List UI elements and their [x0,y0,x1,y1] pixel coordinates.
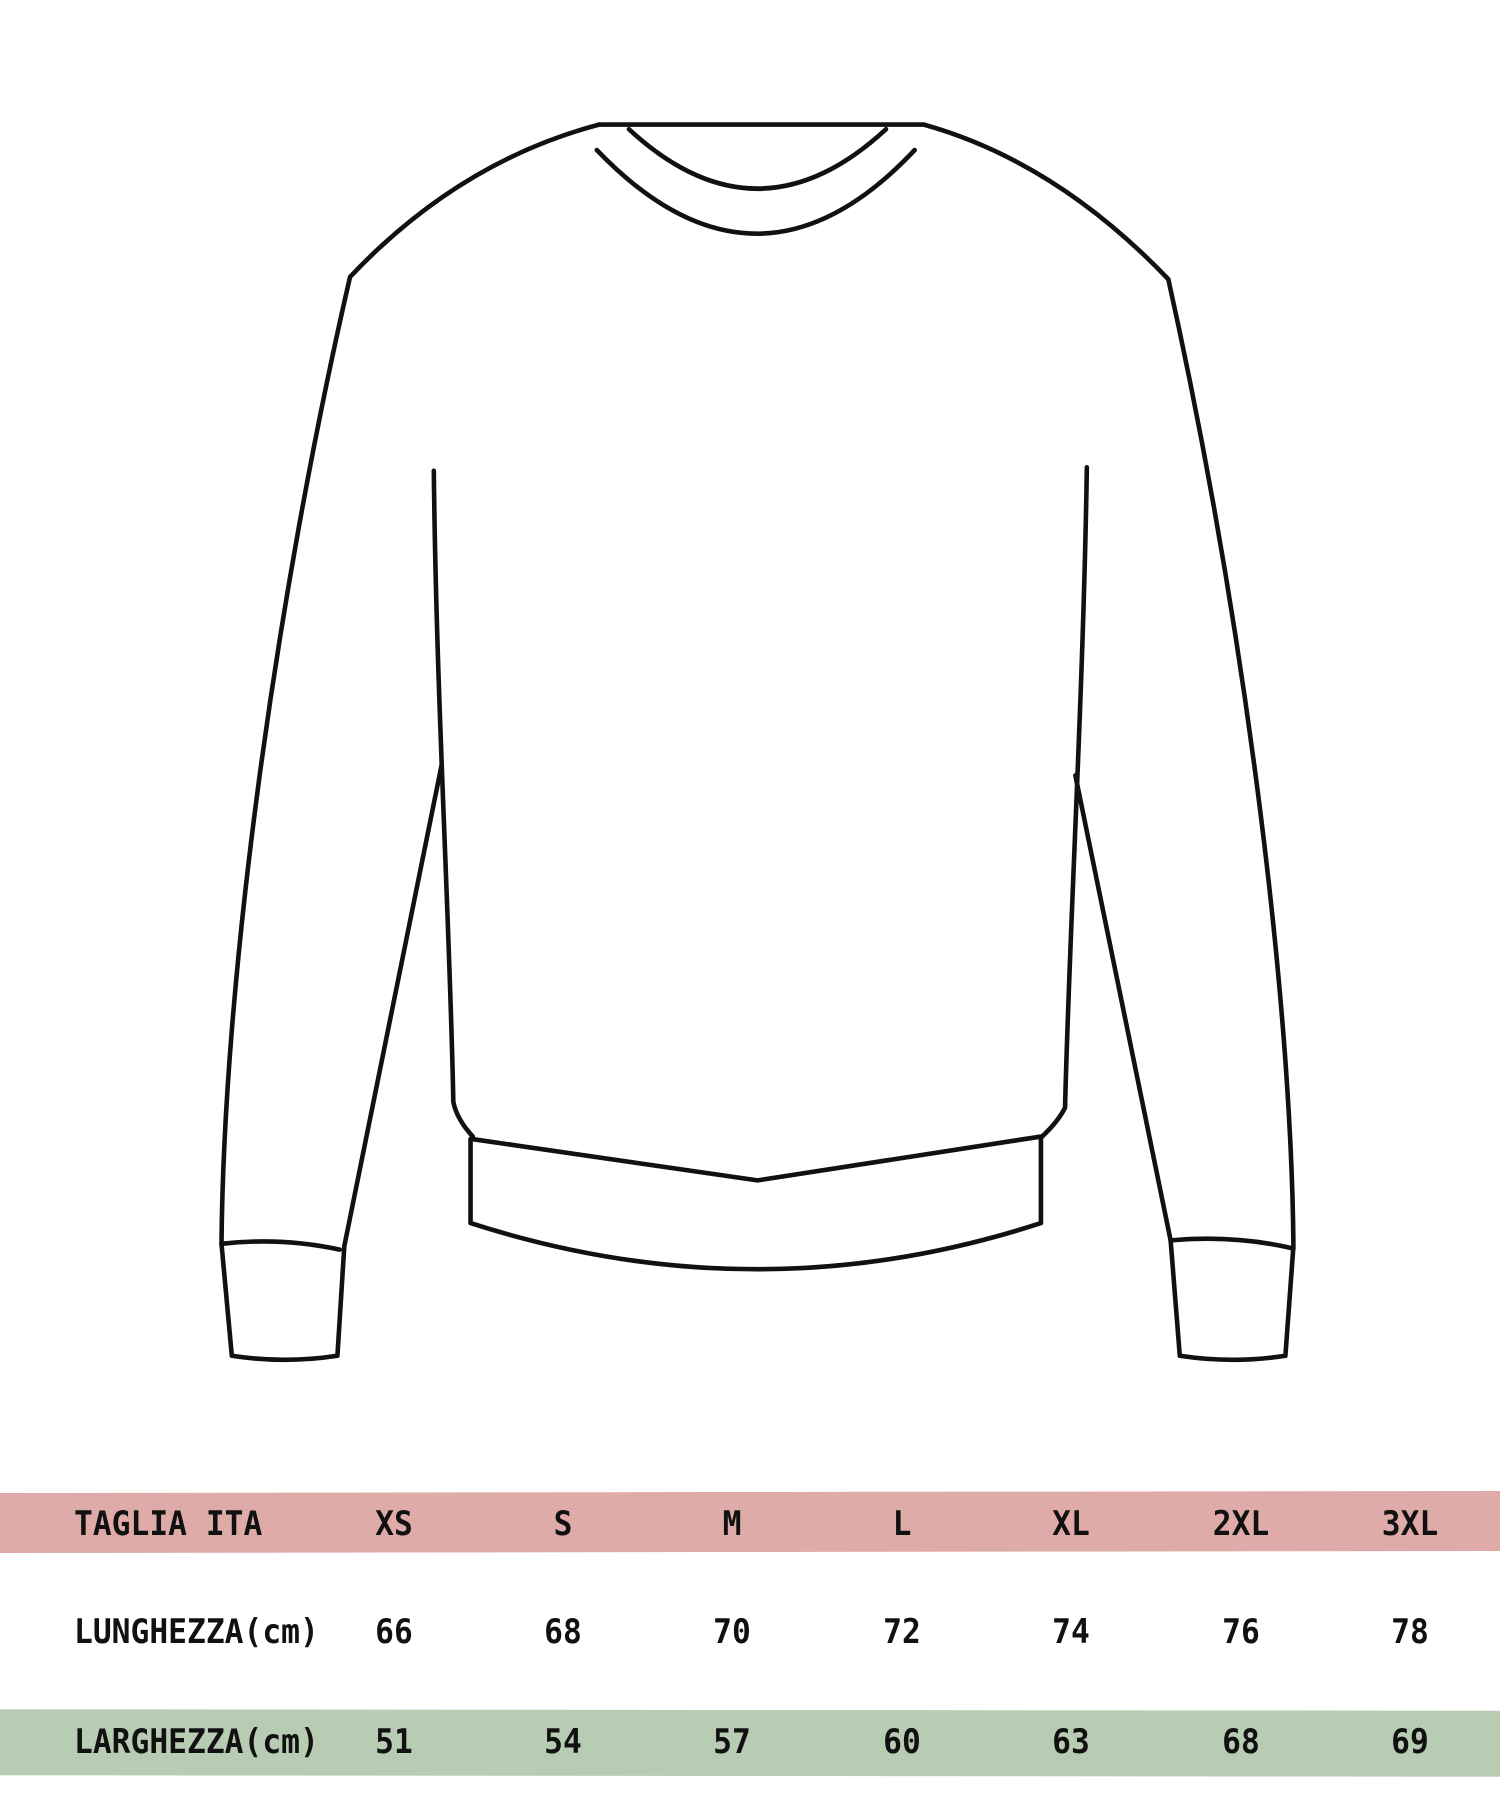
right-body-side [1039,464,1090,1139]
left-cuff-line [219,1239,343,1252]
size-xs: XS [375,1504,413,1544]
neck-outer [594,147,917,236]
width-value: 51 [375,1722,413,1762]
width-value: 54 [544,1722,582,1762]
length-value: 68 [544,1612,582,1652]
size-3xl: 3XL [1381,1504,1439,1544]
width-label: LARGHEZZA(cm) [74,1722,319,1762]
width-value: 69 [1391,1722,1429,1762]
left-shoulder-sleeve [219,122,602,1363]
width-value: 63 [1052,1722,1090,1762]
size-2xl: 2XL [1212,1504,1270,1544]
left-body-side [431,468,476,1139]
size-xl: XL [1052,1504,1090,1544]
neck-inner [626,126,889,191]
length-value: 78 [1391,1612,1429,1652]
length-value: 70 [713,1612,751,1652]
width-value: 60 [883,1722,921,1762]
waistband [468,1134,1044,1272]
right-shoulder-sleeve [921,122,1296,1363]
length-value: 72 [883,1612,921,1652]
length-value: 74 [1052,1612,1090,1652]
width-value: 68 [1222,1722,1260,1762]
width-row: LARGHEZZA(cm) 51 54 57 60 63 68 69 [0,1717,1500,1767]
length-value: 66 [375,1612,413,1652]
size-s: S [553,1504,573,1544]
length-label: LUNGHEZZA(cm) [74,1612,319,1652]
length-value: 76 [1222,1612,1260,1652]
size-m: M [722,1504,742,1544]
size-header-row: TAGLIA ITA XS S M L XL 2XL 3XL [0,1499,1500,1549]
length-row: LUNGHEZZA(cm) 66 68 70 72 74 76 78 [0,1607,1500,1657]
size-l: L [892,1504,912,1544]
header-label: TAGLIA ITA [74,1504,263,1544]
width-value: 57 [713,1722,751,1762]
right-cuff-line [1168,1236,1296,1251]
